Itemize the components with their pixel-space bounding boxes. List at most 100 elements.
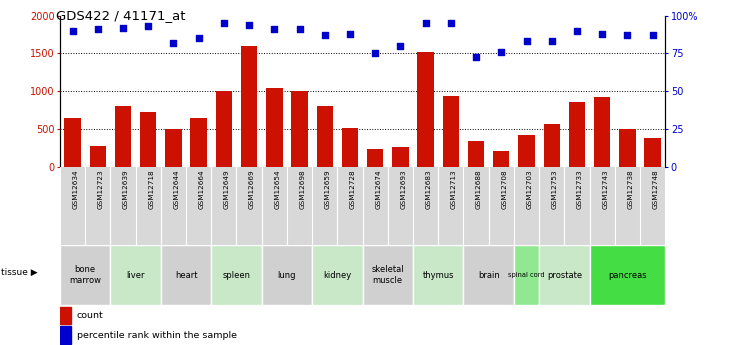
Bar — [594, 98, 610, 167]
Point — [294, 27, 306, 32]
Text: GDS422 / 41171_at: GDS422 / 41171_at — [56, 9, 186, 22]
Bar — [393, 147, 409, 167]
Point — [395, 43, 406, 49]
Bar — [619, 129, 635, 167]
Point — [268, 27, 280, 32]
Bar — [417, 52, 433, 167]
Bar — [312, 245, 363, 305]
Text: spinal cord: spinal cord — [508, 272, 545, 278]
Text: GSM12698: GSM12698 — [300, 170, 306, 209]
Point — [470, 54, 482, 59]
Bar — [367, 149, 383, 167]
Point — [319, 32, 330, 38]
Bar — [262, 245, 312, 305]
Bar — [115, 106, 131, 167]
Point — [496, 49, 507, 55]
Text: GSM12649: GSM12649 — [224, 170, 230, 209]
Bar — [241, 46, 257, 167]
Bar — [90, 146, 106, 167]
Text: GSM12659: GSM12659 — [325, 170, 330, 209]
Text: GSM12683: GSM12683 — [425, 170, 431, 209]
Point — [143, 23, 154, 29]
Text: GSM12674: GSM12674 — [375, 170, 381, 209]
Text: GSM12718: GSM12718 — [148, 170, 154, 209]
Text: GSM12748: GSM12748 — [653, 170, 659, 209]
Text: GSM12693: GSM12693 — [401, 170, 406, 209]
Bar — [292, 91, 308, 167]
Text: GSM12733: GSM12733 — [577, 170, 583, 209]
Text: GSM12669: GSM12669 — [249, 170, 255, 209]
Text: GSM12644: GSM12644 — [173, 170, 179, 209]
Text: GSM12664: GSM12664 — [199, 170, 205, 209]
Point — [546, 39, 558, 44]
Text: tissue ▶: tissue ▶ — [1, 268, 38, 277]
Text: GSM12728: GSM12728 — [350, 170, 356, 209]
Bar — [514, 245, 539, 305]
Bar — [413, 245, 463, 305]
Text: kidney: kidney — [323, 270, 352, 280]
Point — [92, 27, 104, 32]
Bar — [544, 124, 560, 167]
Bar — [165, 129, 181, 167]
Text: GSM12753: GSM12753 — [552, 170, 558, 209]
Point — [344, 31, 356, 37]
Bar — [60, 245, 110, 305]
Bar — [539, 245, 589, 305]
Bar — [110, 245, 161, 305]
Point — [117, 25, 129, 30]
Text: GSM12723: GSM12723 — [98, 170, 104, 209]
Text: GSM12654: GSM12654 — [274, 170, 280, 209]
Bar — [468, 141, 484, 167]
Text: lung: lung — [278, 270, 296, 280]
Point — [647, 32, 659, 38]
Text: GSM12713: GSM12713 — [451, 170, 457, 209]
Point — [193, 36, 205, 41]
Bar — [569, 102, 585, 167]
Text: GSM12703: GSM12703 — [526, 170, 532, 209]
Point — [420, 20, 431, 26]
Text: thymus: thymus — [423, 270, 454, 280]
Text: spleen: spleen — [222, 270, 251, 280]
Bar — [645, 138, 661, 167]
Bar — [191, 118, 207, 167]
Text: GSM12634: GSM12634 — [72, 170, 78, 209]
Text: skeletal
muscle: skeletal muscle — [371, 265, 404, 285]
Bar — [518, 135, 534, 167]
Text: count: count — [77, 311, 104, 320]
Text: bone
marrow: bone marrow — [69, 265, 101, 285]
Point — [621, 32, 633, 38]
Text: GSM12743: GSM12743 — [602, 170, 608, 209]
Bar — [211, 245, 262, 305]
Point — [167, 40, 179, 46]
Point — [571, 28, 583, 33]
Text: GSM12688: GSM12688 — [476, 170, 482, 209]
Bar — [317, 106, 333, 167]
Point — [369, 51, 381, 56]
Point — [445, 20, 457, 26]
Bar — [493, 151, 510, 167]
Point — [218, 20, 230, 26]
Bar — [266, 88, 282, 167]
Point — [596, 31, 608, 37]
Bar — [60, 306, 71, 324]
Text: heart: heart — [175, 270, 197, 280]
Bar — [161, 245, 211, 305]
Bar — [589, 245, 665, 305]
Bar — [140, 112, 156, 167]
Text: pancreas: pancreas — [608, 270, 647, 280]
Bar — [60, 326, 71, 344]
Point — [243, 22, 255, 27]
Bar — [64, 118, 80, 167]
Text: percentile rank within the sample: percentile rank within the sample — [77, 331, 237, 339]
Bar — [443, 96, 459, 167]
Bar — [363, 245, 413, 305]
Text: GSM12738: GSM12738 — [627, 170, 633, 209]
Text: brain: brain — [478, 270, 499, 280]
Text: prostate: prostate — [547, 270, 582, 280]
Bar — [463, 245, 514, 305]
Text: GSM12639: GSM12639 — [123, 170, 129, 209]
Point — [520, 39, 532, 44]
Point — [67, 28, 78, 33]
Text: liver: liver — [126, 270, 145, 280]
Bar — [342, 128, 358, 167]
